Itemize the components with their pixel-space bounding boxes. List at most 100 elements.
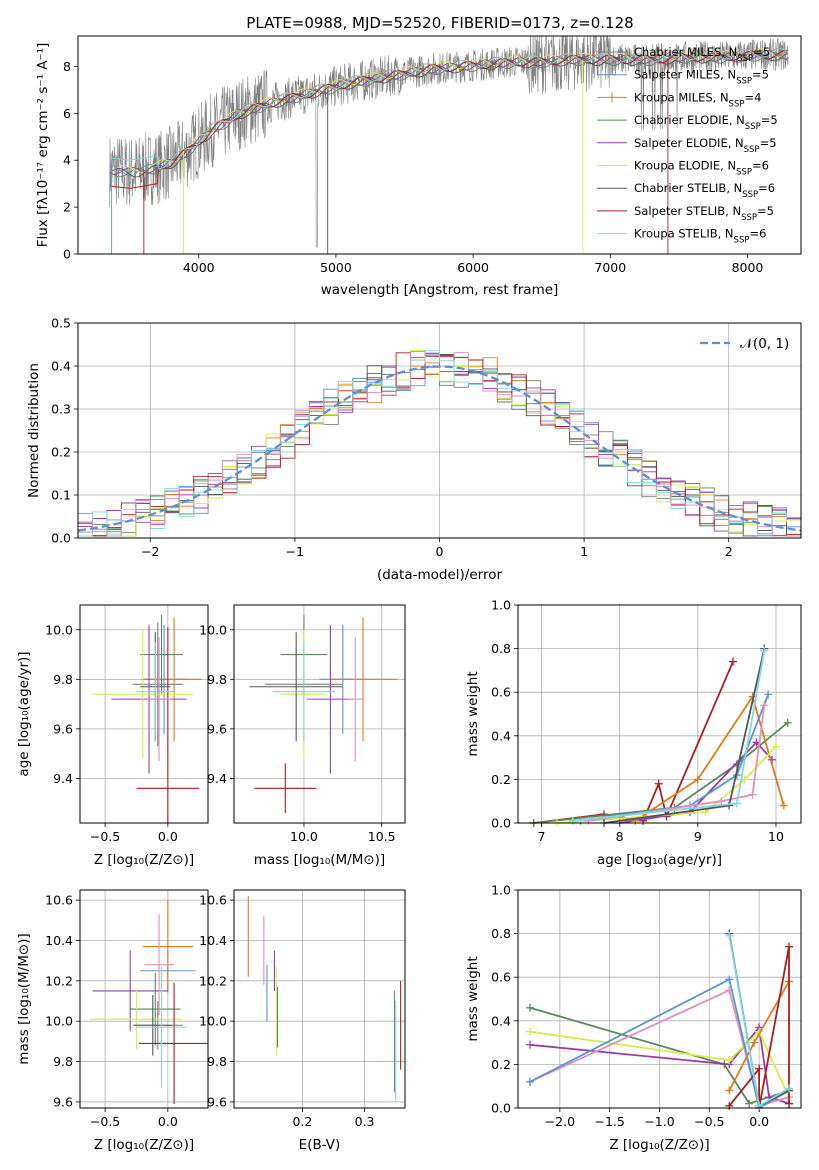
age-vs-mass-xtick-label: 10.0 [290, 829, 318, 844]
legend-value: =5 [760, 136, 777, 150]
massweight-point [785, 1099, 794, 1108]
residuals-xtick-label: 2 [725, 544, 733, 559]
mass-vs-Z-ytick-label: 10.2 [45, 973, 73, 988]
legend-sub: SSP [729, 99, 745, 109]
massweight-vs-Z-ylabel: mass weight [465, 956, 481, 1041]
mass-vs-ebv-frame [233, 889, 406, 1109]
massweight-vs-age-xtick-label: 10 [768, 829, 784, 844]
massweight-series-line [533, 722, 789, 824]
spectrum-ylabel: Flux [fλ10⁻¹⁷ erg cm⁻² s⁻¹ A⁻¹] [35, 43, 51, 248]
age-vs-mass-xlabel: mass [log₁₀(M/M⊙)] [254, 852, 385, 868]
age-vs-Z-ytick-label: 9.8 [53, 672, 73, 687]
mass-vs-Z-ytick-label: 9.8 [53, 1054, 73, 1069]
mass-vs-Z-ytick-label: 9.6 [53, 1094, 73, 1109]
spectrum-xtick-label: 5000 [320, 260, 352, 275]
massweight-vs-Z-ytick-label: 1.0 [491, 883, 511, 898]
massweight-vs-Z-frame [517, 889, 802, 1109]
age-vs-Z-frame [79, 604, 209, 824]
age-vs-mass-ytick-label: 9.8 [207, 672, 227, 687]
gaussian-legend-label: 𝒩(0, 1) [740, 336, 789, 352]
age-vs-Z-xtick-label: 0.0 [158, 829, 178, 844]
legend-sub: SSP [736, 168, 752, 178]
massweight-point [779, 801, 788, 810]
spectrum-model-line [109, 52, 789, 178]
massweight-vs-age-xtick-label: 7 [537, 829, 545, 844]
massweight-point [525, 1003, 534, 1012]
spectrum-xlabel: wavelength [Angstrom, rest frame] [321, 282, 559, 298]
mass-vs-ebv-ytick-label: 10.2 [199, 973, 227, 988]
legend-value: =6 [749, 227, 766, 241]
residuals-xtick-label: 1 [580, 544, 588, 559]
legend-label: Chabrier STELIB, NSSP=6 [634, 181, 775, 200]
massweight-series-line [529, 989, 790, 1107]
mass-vs-ebv-ytick-label: 9.8 [207, 1054, 227, 1069]
massweight-point [755, 1064, 764, 1073]
massweight-vs-Z-ytick-label: 0.0 [491, 1101, 511, 1116]
histogram-series [78, 350, 801, 537]
massweight-vs-age-ytick-label: 0.8 [491, 641, 511, 656]
spectrum-model-line [109, 50, 788, 189]
spectrum-ytick-label: 6 [63, 106, 71, 121]
mass-vs-Z-ytick-label: 10.4 [45, 933, 73, 948]
massweight-vs-Z-ytick-label: 0.4 [491, 1013, 511, 1028]
massweight-series-line [634, 694, 785, 822]
legend-sub: SSP [737, 54, 753, 64]
mass-vs-ebv-ytick-label: 9.6 [207, 1094, 227, 1109]
mass-vs-ebv-ytick-label: 10.0 [199, 1014, 227, 1029]
massweight-point [725, 975, 734, 984]
age-vs-mass-frame [233, 604, 406, 824]
spectrum-ytick-label: 4 [63, 153, 71, 168]
massweight-vs-age-frame [517, 604, 802, 824]
legend-label: Kroupa STELIB, NSSP=6 [634, 227, 766, 246]
age-vs-Z-ytick-label: 9.6 [53, 721, 73, 736]
residuals-ytick-label: 0.1 [51, 488, 71, 503]
age-vs-Z-ylabel: age [log₁₀(age/yr)] [16, 651, 32, 776]
legend-label: Salpeter ELODIE, NSSP=5 [634, 136, 777, 155]
massweight-vs-age-panel: 7 8 9 10 0.0 0.2 0.4 0.6 0.8 1.0 age [log₁₀(age/yr… [465, 598, 802, 868]
mass-vs-Z-xlabel: Z [log₁₀(Z/Z⊙)] [94, 1137, 194, 1153]
residuals-ytick-label: 0.5 [51, 316, 71, 331]
spectrum-xtick-label: 7000 [594, 260, 626, 275]
residuals-ytick-label: 0.4 [51, 359, 71, 374]
spectrum-ytick-label: 0 [63, 247, 71, 262]
massweight-vs-age-xtick-label: 8 [616, 829, 624, 844]
residuals-ytick-label: 0.2 [51, 445, 71, 460]
legend-label: Chabrier ELODIE, NSSP=5 [634, 113, 778, 132]
legend-label: Salpeter MILES, NSSP=5 [634, 68, 769, 87]
legend-sub: SSP [741, 213, 757, 223]
legend-value: =5 [757, 204, 774, 218]
massweight-vs-Z-xtick-label: −1.5 [594, 1114, 624, 1129]
massweight-point [764, 690, 773, 699]
mass-vs-Z-panel: −0.5 0.0 9.6 9.8 10.0 10.2 10.4 10.6 Z [log₁₀(Z/… [16, 889, 209, 1153]
mass-vs-ebv-xtick-label: 0.3 [355, 1114, 375, 1129]
mass-vs-Z-ytick-label: 10.6 [45, 893, 73, 908]
massweight-series-line [619, 740, 773, 824]
massweight-point [750, 1038, 759, 1047]
mass-vs-ebv-panel: 0.2 0.3 9.6 9.8 10.0 10.2 10.4 10.6 E(B-V) [199, 889, 406, 1153]
spectrum-xtick-label: 6000 [457, 260, 489, 275]
massweight-vs-Z-xtick-label: −2.0 [545, 1114, 575, 1129]
age-vs-mass-ytick-label: 10.0 [199, 622, 227, 637]
massweight-point [693, 775, 702, 784]
massweight-vs-Z-panel: −2.0 −1.5 −1.0 −0.5 0.0 0.0 0.2 0.4 0.6 0.8 1.0 Z [… [465, 883, 802, 1153]
mass-vs-ebv-ytick-label: 10.4 [199, 933, 227, 948]
massweight-vs-age-ytick-label: 1.0 [491, 598, 511, 613]
age-vs-Z-ytick-label: 9.4 [53, 771, 73, 786]
massweight-vs-age-ytick-label: 0.4 [491, 728, 511, 743]
massweight-vs-Z-xtick-label: 0.0 [749, 1114, 769, 1129]
legend-value: =6 [752, 159, 769, 173]
legend-value: =6 [758, 181, 775, 195]
legend-label: Salpeter STELIB, NSSP=5 [634, 204, 774, 223]
massweight-point [785, 942, 794, 951]
legend-value: =4 [744, 90, 761, 104]
mass-vs-Z-xtick-label: 0.0 [158, 1114, 178, 1129]
massweight-vs-Z-ytick-label: 0.2 [491, 1057, 511, 1072]
spectrum-ytick-label: 2 [63, 200, 71, 215]
residuals-panel: −2 −1 0 1 2 0.0 0.1 0.2 0.3 0.4 0.5 𝒩(0, 1) (data-mo… [26, 316, 802, 583]
massweight-vs-age-ytick-label: 0.6 [491, 685, 511, 700]
mass-vs-Z-frame [79, 889, 209, 1109]
massweight-vs-Z-ytick-label: 0.6 [491, 970, 511, 985]
legend-value: =5 [752, 68, 769, 82]
legend-value: =5 [753, 45, 770, 59]
